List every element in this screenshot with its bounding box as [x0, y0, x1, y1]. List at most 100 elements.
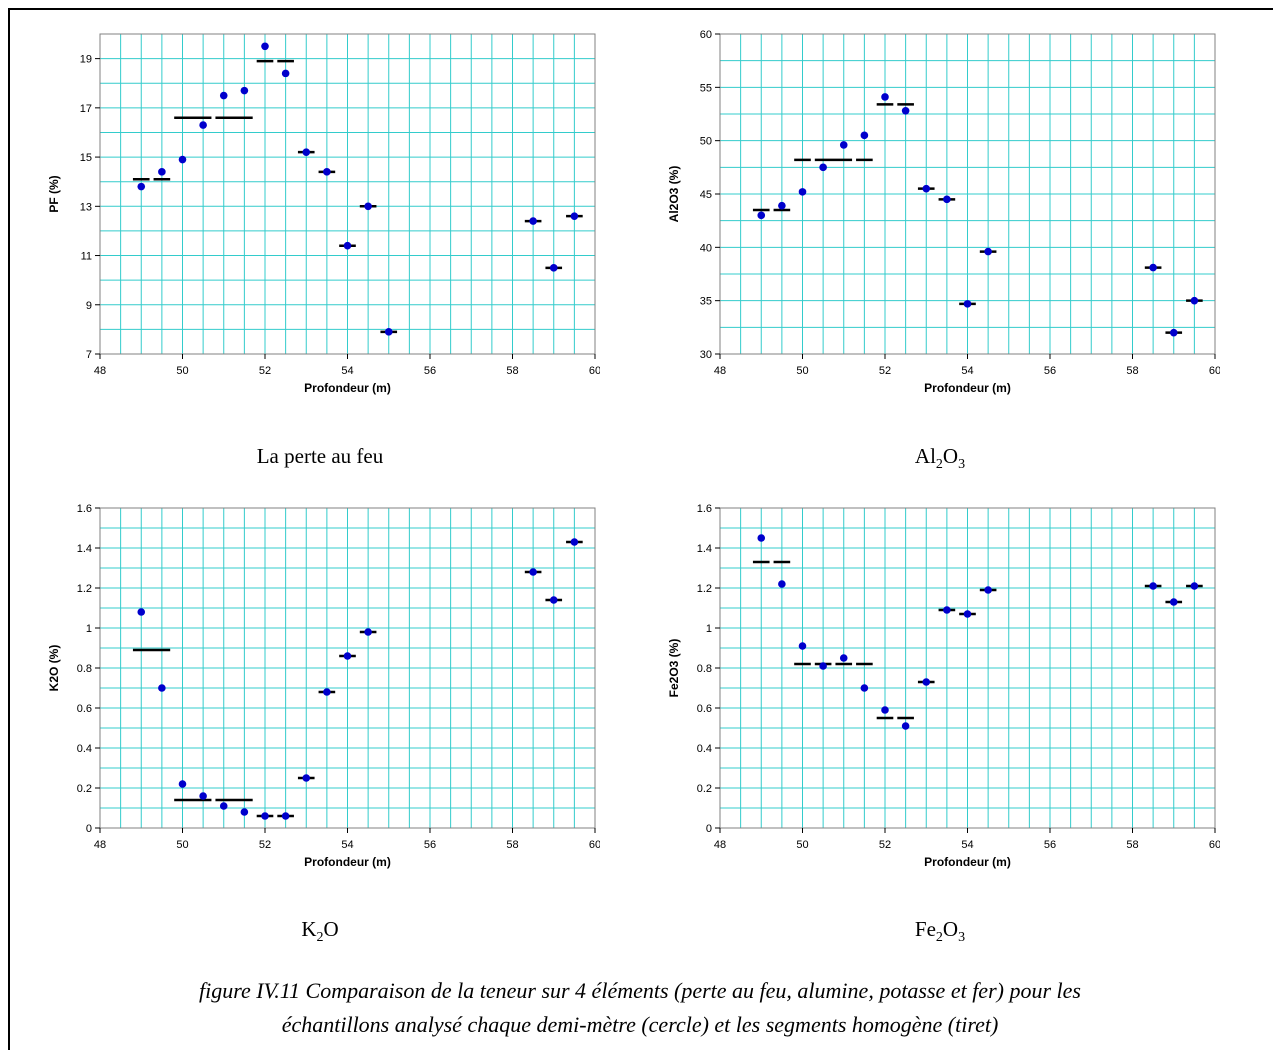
caption-pf: La perte au feu — [256, 444, 384, 468]
chart-panel-fe2o3: 0 0.2 0.4 0.6 0.8 1 1.2 1.4 1.6 48 50 52 54 56 58 60 Pro… — [660, 494, 1220, 914]
sample-point — [323, 168, 331, 176]
chart-panel-pf: 7 9 11 13 15 17 19 48 50 52 54 56 58 60 Profondeur (m)… — [40, 20, 600, 440]
sample-point — [302, 148, 311, 156]
sample-point — [199, 792, 207, 800]
y-tick-label: 0 — [706, 823, 712, 835]
x-tick-label: 60 — [1209, 839, 1220, 851]
sample-point — [137, 182, 146, 191]
caption-text: K — [301, 917, 317, 941]
x-tick-label: 58 — [1126, 365, 1138, 377]
x-tick-label: 54 — [961, 365, 973, 377]
sample-point — [819, 163, 827, 172]
sample-point — [963, 300, 972, 308]
y-tick-label: 1.6 — [697, 503, 712, 515]
y-tick-label: 0.8 — [697, 663, 712, 675]
x-tick-label: 56 — [1044, 365, 1056, 377]
x-tick-label: 52 — [879, 839, 891, 851]
y-tick-label: 1.2 — [77, 583, 92, 595]
x-tick-label: 58 — [506, 839, 518, 851]
sample-point — [158, 684, 166, 692]
sample-point — [261, 812, 269, 820]
sample-point — [839, 654, 848, 662]
sample-point — [757, 534, 766, 542]
x-tick-label: 58 — [506, 365, 518, 377]
x-tick-label: 54 — [961, 839, 973, 851]
x-tick-label: 60 — [589, 365, 600, 377]
y-tick-label: 35 — [700, 296, 712, 308]
sample-point — [219, 802, 228, 810]
sample-point — [178, 780, 187, 788]
x-tick-label: 50 — [796, 839, 808, 851]
sample-point — [137, 608, 146, 616]
caption-subscript: 2 — [935, 457, 943, 473]
sample-point — [1190, 582, 1199, 590]
sample-point — [963, 610, 972, 618]
sample-point — [158, 168, 166, 176]
sample-point — [343, 652, 352, 660]
y-tick-label: 1.4 — [77, 543, 92, 555]
sample-point — [281, 812, 290, 820]
x-axis-title: Profondeur (m) — [924, 381, 1011, 395]
sample-point — [778, 201, 786, 210]
figure-caption-line1: figure IV.11 Comparaison de la teneur su… — [199, 978, 1081, 1003]
caption-text: O — [323, 917, 339, 941]
sample-point — [901, 107, 910, 115]
chart-panel-al2o3: 30 35 40 45 50 55 60 48 50 52 54 56 58 60 Profondeur (… — [660, 20, 1220, 440]
sample-point — [240, 808, 249, 816]
x-axis-title: Profondeur (m) — [304, 855, 391, 869]
sample-point — [529, 568, 537, 576]
chart-k2o: 0 0.2 0.4 0.6 0.8 1 1.2 1.4 1.6 48 50 52 54 56 58 60 Pro… — [47, 503, 600, 869]
y-axis-title: Al2O3 (%) — [667, 166, 681, 223]
sample-point — [901, 722, 910, 730]
sample-point — [798, 642, 807, 650]
y-axis-title: PF (%) — [47, 175, 61, 212]
sample-point — [798, 188, 807, 196]
x-tick-label: 54 — [341, 839, 353, 851]
sample-point — [943, 606, 951, 614]
x-tick-label: 56 — [1044, 839, 1056, 851]
caption-subscript: 3 — [958, 930, 966, 946]
page-frame-top — [8, 8, 1273, 10]
x-tick-label: 52 — [259, 365, 271, 377]
y-tick-label: 9 — [86, 300, 92, 312]
y-tick-label: 45 — [700, 189, 712, 201]
sample-point — [984, 586, 992, 594]
sample-point — [860, 684, 869, 692]
sample-point — [922, 184, 931, 193]
page-frame-left — [8, 8, 10, 1050]
chart-al2o3: 30 35 40 45 50 55 60 48 50 52 54 56 58 60 Profondeur (… — [667, 29, 1220, 395]
sample-point — [384, 328, 393, 336]
sample-point — [549, 264, 558, 272]
y-tick-label: 15 — [80, 152, 92, 164]
x-tick-label: 50 — [796, 365, 808, 377]
caption-subscript: 2 — [316, 930, 324, 946]
y-tick-label: 1.2 — [697, 583, 712, 595]
sample-point — [570, 538, 579, 546]
x-tick-label: 54 — [341, 365, 353, 377]
y-tick-label: 7 — [86, 349, 92, 361]
y-tick-label: 0.4 — [697, 743, 712, 755]
y-tick-label: 0.2 — [77, 783, 92, 795]
sample-point — [881, 93, 889, 101]
y-tick-label: 1.6 — [77, 503, 92, 515]
sample-point — [757, 211, 766, 220]
sample-point — [219, 91, 228, 100]
figure-caption-line2: échantillons analysé chaque demi-mètre (… — [281, 1012, 999, 1037]
x-tick-label: 48 — [94, 839, 106, 851]
y-axis-title: Fe2O3 (%) — [667, 639, 681, 698]
y-tick-label: 17 — [80, 103, 92, 115]
caption-subscript: 2 — [935, 930, 943, 946]
x-tick-label: 48 — [94, 365, 106, 377]
x-tick-label: 56 — [424, 839, 436, 851]
sample-point — [364, 202, 372, 211]
y-tick-label: 0.2 — [697, 783, 712, 795]
sample-point — [943, 195, 951, 204]
chart-panel-k2o: 0 0.2 0.4 0.6 0.8 1 1.2 1.4 1.6 48 50 52 54 56 58 60 Pro… — [40, 494, 600, 914]
y-tick-label: 30 — [700, 349, 712, 361]
x-tick-label: 60 — [1209, 365, 1220, 377]
sample-point — [529, 217, 537, 225]
sample-point — [839, 141, 848, 149]
sample-point — [860, 131, 869, 140]
sample-point — [343, 241, 352, 250]
y-tick-label: 0.4 — [77, 743, 92, 755]
